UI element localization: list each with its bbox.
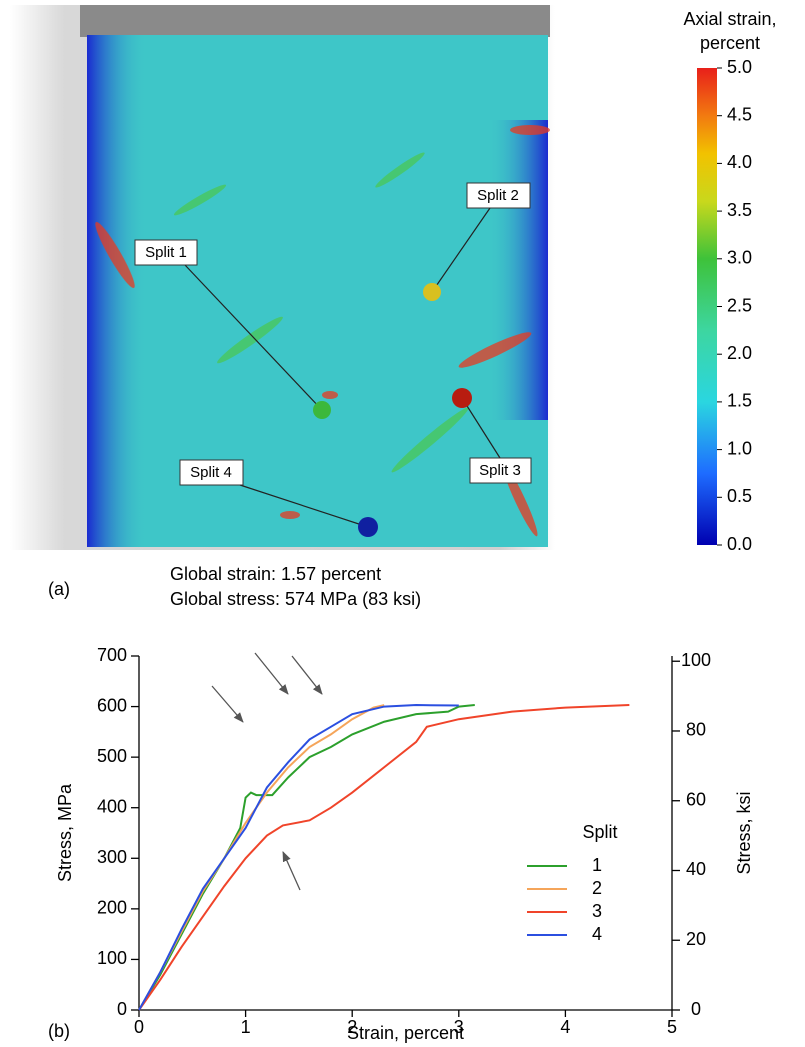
caption: Global stress: 574 MPa (83 ksi) bbox=[170, 589, 421, 609]
panel-label: (a) bbox=[48, 579, 70, 599]
colorbar-tick-label: 1.0 bbox=[727, 438, 752, 458]
y-tick-label: 300 bbox=[97, 847, 127, 867]
colorbar-tick-label: 2.5 bbox=[727, 295, 752, 315]
strain-map: Split 1 Split 2 Split 3 Split 4 bbox=[10, 5, 555, 550]
split-label: Split 2 bbox=[477, 187, 519, 204]
y-tick-label: 500 bbox=[97, 746, 127, 766]
x-tick-label: 5 bbox=[667, 1017, 677, 1037]
series-line bbox=[138, 704, 459, 1011]
series-line bbox=[138, 704, 475, 1011]
y-tick-label: 600 bbox=[97, 695, 127, 715]
y-tick-label: 700 bbox=[97, 645, 127, 665]
x-tick-label: 1 bbox=[241, 1017, 251, 1037]
panel-label: (b) bbox=[48, 1021, 70, 1041]
legend-label: 3 bbox=[592, 901, 602, 921]
colorbar-tick-label: 5.0 bbox=[727, 57, 752, 77]
colorbar-tick-label: 3.5 bbox=[727, 200, 752, 220]
colorbar bbox=[697, 68, 717, 545]
y2-tick-label: 0 bbox=[691, 999, 701, 1019]
y2-tick-label: 100 bbox=[681, 650, 711, 670]
split-label: Split 3 bbox=[479, 462, 521, 479]
y2-tick-label: 20 bbox=[686, 929, 706, 949]
y-tick-label: 200 bbox=[97, 898, 127, 918]
colorbar-tick-label: 0.0 bbox=[727, 534, 752, 554]
x-tick-label: 2 bbox=[347, 1017, 357, 1037]
y-tick-label: 0 bbox=[117, 999, 127, 1019]
x-tick-label: 3 bbox=[454, 1017, 464, 1037]
y-tick-label: 400 bbox=[97, 796, 127, 816]
x-tick-label: 4 bbox=[560, 1017, 570, 1037]
colorbar-title: Axial strain, bbox=[683, 9, 776, 29]
legend-label: 4 bbox=[592, 924, 602, 944]
legend-title: Split bbox=[582, 822, 617, 842]
arrows bbox=[211, 652, 323, 891]
split-label: Split 1 bbox=[145, 244, 187, 261]
y-axis-title: Stress, MPa bbox=[55, 783, 75, 882]
colorbar-tick-label: 0.5 bbox=[727, 486, 752, 506]
colorbar-title: percent bbox=[700, 33, 760, 53]
series-line bbox=[138, 704, 630, 1011]
legend-label: 1 bbox=[592, 855, 602, 875]
y-tick-label: 100 bbox=[97, 948, 127, 968]
colorbar-tick-label: 2.0 bbox=[727, 343, 752, 363]
x-tick-label: 0 bbox=[134, 1017, 144, 1037]
split-label: Split 4 bbox=[190, 464, 232, 481]
colorbar-tick-label: 4.0 bbox=[727, 152, 752, 172]
colorbar-tick-label: 3.0 bbox=[727, 248, 752, 268]
series-line bbox=[138, 704, 385, 1011]
y2-axis-title: Stress, ksi bbox=[734, 791, 754, 874]
y2-tick-label: 40 bbox=[686, 859, 706, 879]
legend-label: 2 bbox=[592, 878, 602, 898]
y2-tick-label: 80 bbox=[686, 720, 706, 740]
colorbar-tick-label: 4.5 bbox=[727, 104, 752, 124]
caption: Global strain: 1.57 percent bbox=[170, 564, 381, 584]
x-axis-title: Strain, percent bbox=[347, 1023, 464, 1043]
colorbar-tick-label: 1.5 bbox=[727, 391, 752, 411]
y2-tick-label: 60 bbox=[686, 789, 706, 809]
